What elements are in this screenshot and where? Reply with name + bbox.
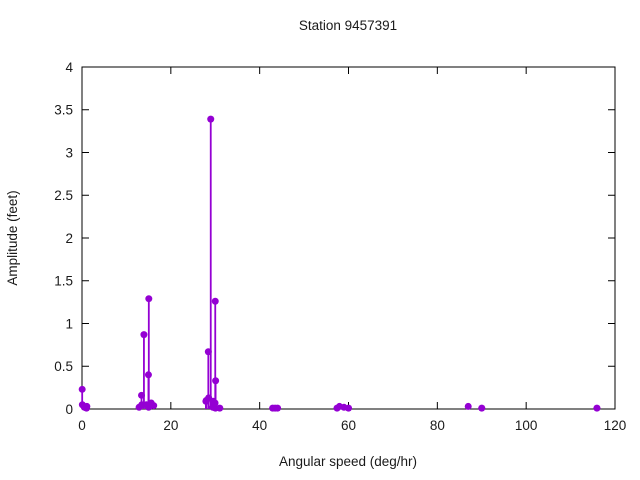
data-point <box>204 348 212 356</box>
data-point <box>144 371 152 379</box>
data-point <box>83 402 91 410</box>
y-tick-label: 3.5 <box>54 103 73 118</box>
data-point <box>140 331 148 339</box>
y-tick-label: 4 <box>65 60 73 75</box>
data-point <box>211 399 219 407</box>
x-tick-label: 80 <box>430 418 445 433</box>
data-point <box>478 404 486 412</box>
data-point <box>593 404 601 412</box>
y-tick-label: 0.5 <box>54 359 73 374</box>
x-axis-label: Angular speed (deg/hr) <box>279 454 417 469</box>
y-tick-label: 2.5 <box>54 188 73 203</box>
y-tick-label: 0 <box>65 402 73 417</box>
data-point <box>274 404 282 412</box>
data-point <box>145 295 153 303</box>
plot-frame <box>81 66 616 410</box>
data-point <box>78 385 86 393</box>
y-tick-label: 1 <box>65 316 73 331</box>
x-tick-label: 0 <box>78 418 86 433</box>
y-tick-label: 3 <box>65 145 73 160</box>
data-point <box>464 402 472 410</box>
data-point <box>150 402 158 410</box>
x-tick-label: 100 <box>515 418 538 433</box>
data-point <box>207 115 215 123</box>
data-point <box>345 404 352 412</box>
data-point <box>138 391 146 399</box>
chart-title: Station 9457391 <box>299 18 397 33</box>
x-tick-label: 120 <box>604 418 627 433</box>
x-tick-label: 60 <box>341 418 356 433</box>
data-point <box>211 297 219 305</box>
data-point <box>216 404 224 412</box>
x-tick-label: 20 <box>163 418 178 433</box>
y-tick-label: 1.5 <box>54 274 73 289</box>
plot-area: 0 20 40 60 80 100 120 0 0.5 1 1.5 2 2.5 3 3.5 4 <box>54 60 626 433</box>
data-point <box>212 377 220 385</box>
y-axis-label: Amplitude (feet) <box>5 190 20 285</box>
y-tick-label: 2 <box>65 231 73 246</box>
x-tick-label: 40 <box>252 418 267 433</box>
